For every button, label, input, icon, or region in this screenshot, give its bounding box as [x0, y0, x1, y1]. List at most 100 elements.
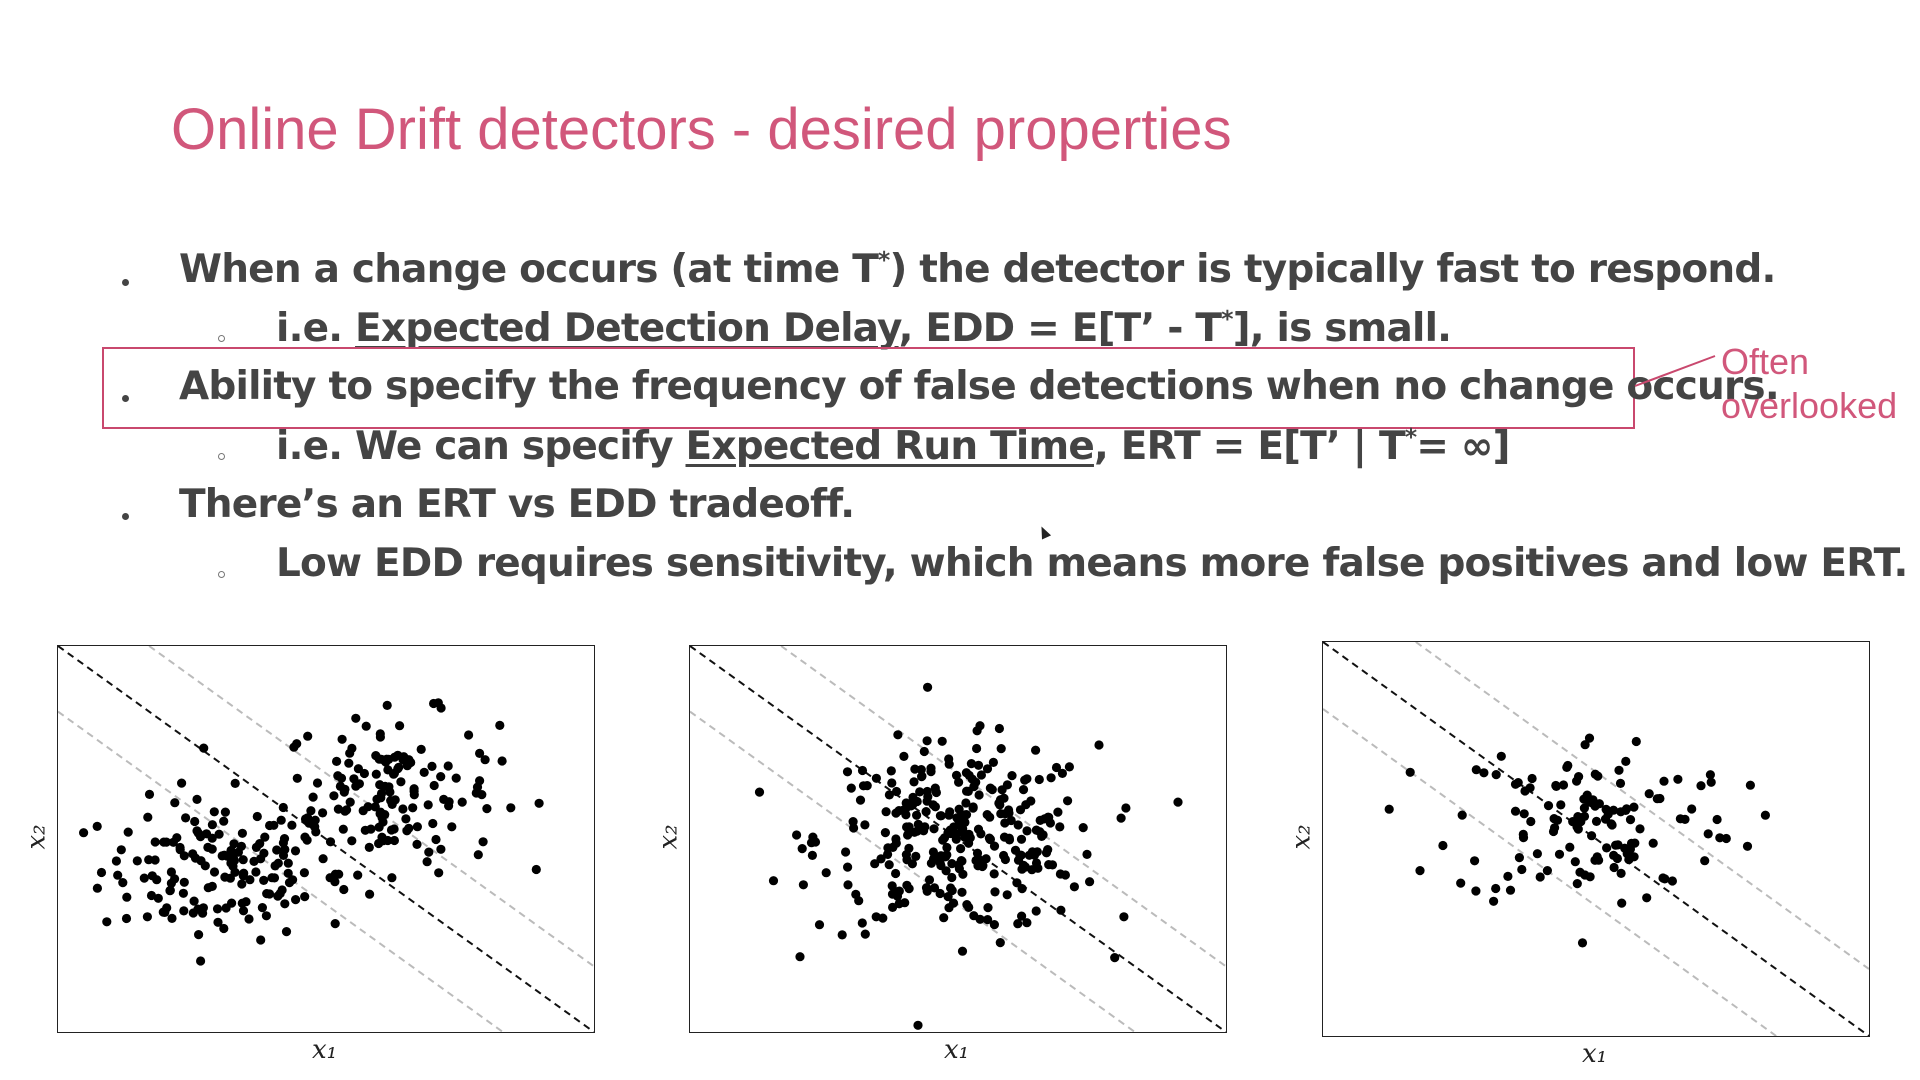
scatter-point [1078, 823, 1088, 833]
scatter-point [303, 731, 313, 741]
scatter-point [1173, 797, 1183, 807]
plot-3-ylabel: x₂ [1286, 824, 1317, 850]
scatter-point [860, 929, 870, 939]
scatter-point [79, 828, 89, 838]
scatter-point [261, 911, 271, 921]
scatter-point [1002, 890, 1012, 900]
scatter-point [92, 821, 102, 831]
bullet-2-text: Ability to specify the frequency of fals… [179, 364, 1780, 409]
scatter-plot-3 [1322, 641, 1870, 1037]
scatter-point [497, 756, 507, 766]
scatter-point [1667, 876, 1677, 886]
scatter-point [929, 883, 940, 893]
scatter-point [1384, 804, 1394, 814]
scatter-point [339, 787, 349, 797]
scatter-point [1584, 733, 1595, 743]
scatter-point [973, 861, 983, 871]
scatter-point [1601, 804, 1611, 814]
scatter-point [338, 824, 348, 834]
sub-bullet-2: i.e. We can specify Expected Run Time, E… [276, 423, 1510, 469]
scatter-point [288, 875, 298, 885]
scatter-point [904, 843, 914, 853]
bullet-dot-1 [122, 279, 129, 286]
scatter-point [857, 918, 867, 928]
scatter-point [308, 792, 318, 802]
scatter-point [102, 917, 112, 927]
scatter-point [1018, 785, 1029, 795]
scatter-point [472, 782, 483, 792]
scatter-point [891, 786, 902, 797]
scatter-point [1017, 884, 1027, 894]
scatter-point [871, 912, 881, 922]
scatter-point [909, 777, 919, 787]
scatter-point [985, 834, 995, 845]
scatter-point [976, 770, 986, 780]
scatter-point [387, 873, 397, 883]
sub-bullet-3: Low EDD requires sensitivity, which mean… [276, 541, 1908, 586]
scatter-point [196, 956, 206, 966]
scatter-point [1642, 893, 1652, 903]
scatter-point [245, 875, 255, 885]
scatter-point [922, 736, 932, 746]
scatter-point [1631, 736, 1641, 747]
scatter-point [857, 765, 868, 776]
scatter-point [960, 810, 970, 820]
scatter-point [272, 845, 282, 855]
scatter-point [957, 946, 968, 956]
scatter-point [1703, 829, 1713, 839]
scatter-point [344, 758, 354, 768]
scatter-point [1015, 805, 1026, 815]
scatter-point [412, 839, 422, 849]
scatter-point [1479, 768, 1489, 778]
scatter-point [404, 755, 414, 765]
scatter-point [144, 855, 154, 865]
scatter-point [915, 787, 925, 797]
scatter-point [123, 827, 133, 837]
scatter-point [342, 805, 352, 815]
scatter-point [1031, 906, 1041, 916]
plot-2-xlabel: x₁ [944, 1035, 970, 1065]
scatter-point [351, 781, 361, 791]
scatter-point [116, 845, 126, 855]
scatter-point [921, 807, 931, 817]
scatter-point [988, 757, 998, 767]
scatter-point [958, 824, 968, 834]
scatter-point [390, 795, 400, 805]
scatter-point [888, 842, 898, 852]
scatter-point [1660, 874, 1670, 884]
scatter-point [1119, 912, 1129, 922]
scatter-point [1016, 834, 1027, 844]
scatter-point [207, 820, 217, 830]
scatter-point [318, 854, 328, 864]
scatter-point [143, 812, 153, 822]
scatter-point [439, 794, 449, 804]
scatter-point [150, 837, 160, 847]
scatter-point [380, 810, 390, 820]
scatter-point [207, 844, 217, 854]
scatter-point [1648, 838, 1658, 848]
scatter-point [281, 927, 292, 937]
scatter-point [443, 761, 453, 771]
scatter-point [1696, 781, 1706, 791]
scatter-point [360, 825, 370, 835]
scatter-point [1575, 867, 1585, 877]
scatter-point [233, 847, 243, 857]
scatter-point [1457, 810, 1467, 820]
scatter-point [139, 873, 149, 883]
scatter-point [1615, 778, 1626, 788]
scatter-point [229, 839, 239, 849]
scatter-point [935, 888, 945, 899]
scatter-point [408, 803, 418, 813]
scatter-point [884, 790, 894, 800]
scatter-point [280, 899, 290, 909]
scatter-point [396, 777, 406, 787]
scatter-point [960, 832, 970, 842]
scatter-point [276, 815, 286, 825]
scatter-point [983, 915, 993, 925]
decision-boundary-line [1323, 642, 1869, 1036]
scatter-point [237, 879, 247, 889]
scatter-plot-1 [57, 645, 595, 1033]
scatter-point [975, 721, 985, 731]
sub-bullet-2-text-a: i.e. We can specify [276, 424, 686, 469]
scatter-point [943, 892, 953, 902]
